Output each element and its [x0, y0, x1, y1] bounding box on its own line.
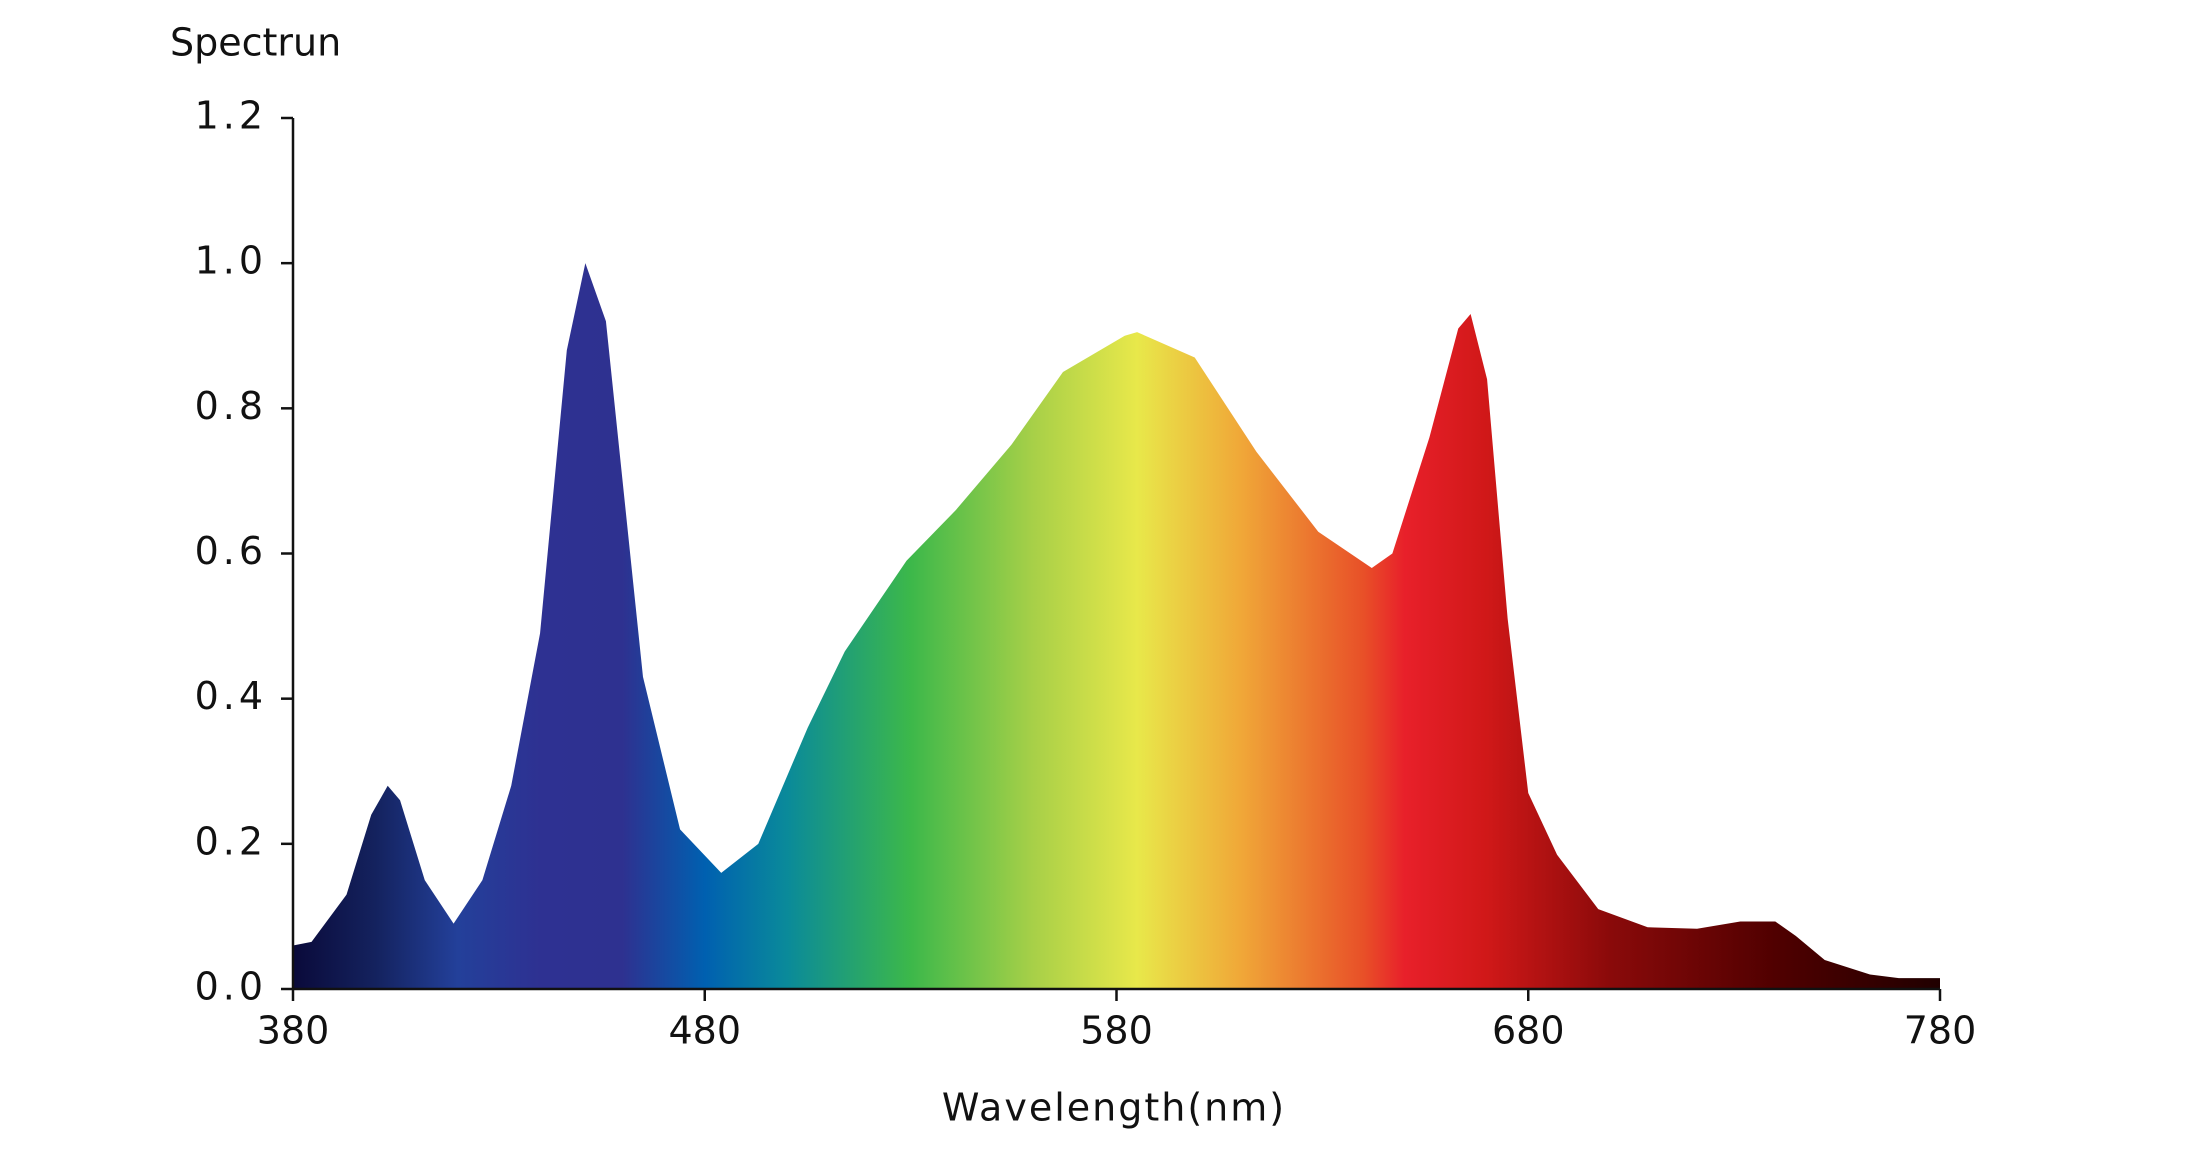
y-tick-label: 1.2: [195, 94, 267, 138]
x-tick-label: 480: [668, 1009, 741, 1053]
spectrum-area: [293, 263, 1940, 990]
x-tick-label: 380: [257, 1009, 330, 1053]
y-tick-label: 0.4: [195, 674, 267, 718]
y-tick-label: 0.8: [195, 384, 267, 428]
x-axis-title: Wavelength(nm): [942, 1086, 1286, 1130]
x-tick-label: 780: [1904, 1009, 1977, 1053]
x-tick-label: 580: [1080, 1009, 1153, 1053]
y-axis-title: Spectrun: [170, 21, 341, 65]
y-tick-label: 1.0: [195, 239, 267, 283]
y-tick-label: 0.0: [195, 965, 267, 1009]
y-tick-label: 0.2: [195, 819, 267, 863]
y-tick-label: 0.6: [195, 529, 267, 573]
x-tick-label: 680: [1492, 1009, 1565, 1053]
